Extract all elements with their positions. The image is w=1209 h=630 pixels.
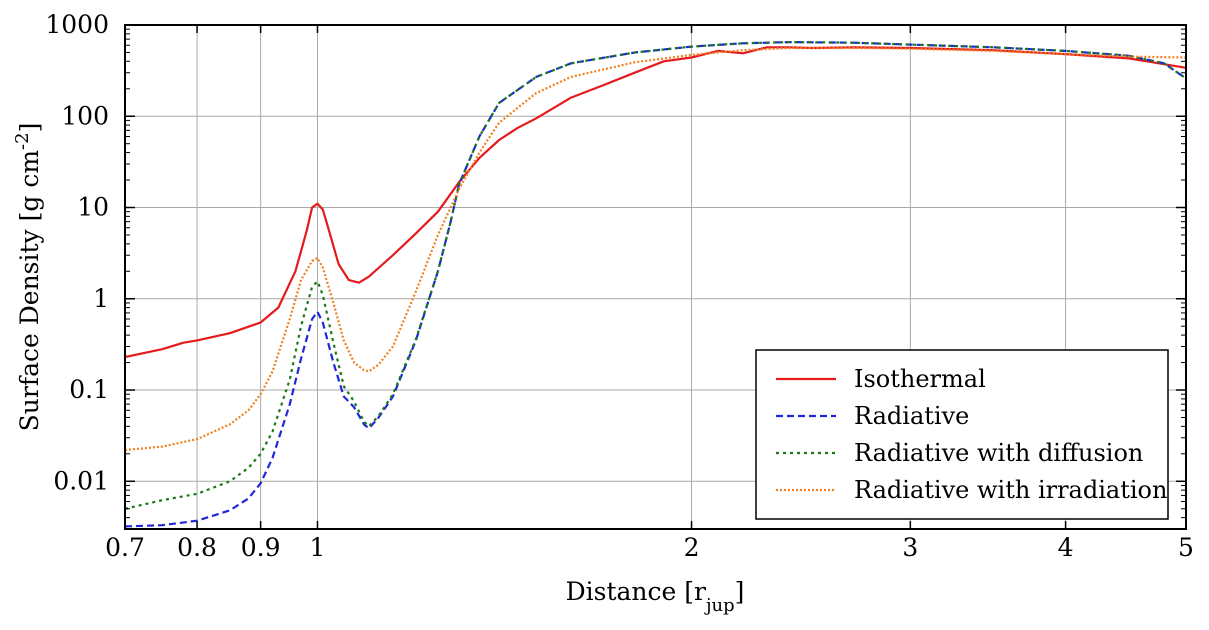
y-tick-label: 1: [93, 284, 109, 313]
x-tick-label: 5: [1178, 533, 1194, 562]
legend-label-2: Radiative with diffusion: [854, 439, 1143, 467]
x-axis-title: Distance [rjup]: [566, 577, 745, 616]
y-tick-label: 100: [61, 101, 109, 130]
series-line-3: [124, 46, 1187, 452]
legend: Isothermal Radiative Radiative with diffus…: [755, 349, 1169, 520]
x-tick-label: 1: [310, 533, 326, 562]
y-tick-label: 0.01: [53, 466, 109, 495]
x-tick-label: 4: [1058, 533, 1074, 562]
series-line-1: [124, 41, 1187, 528]
plot-frame: [124, 24, 1187, 530]
axis-ticks: 0.7 0.8 0.9 1 2 3 4 5 0.01 0.1 1 10 100 1000: [45, 10, 1194, 562]
y-tick-label: 1000: [45, 10, 109, 39]
series-line-2: [124, 41, 1187, 510]
x-tick-label: 3: [902, 533, 918, 562]
legend-label-0: Isothermal: [854, 365, 986, 393]
x-tick-label: 0.9: [241, 533, 281, 562]
x-tick-label: 0.8: [177, 533, 217, 562]
x-tick-label: 0.7: [105, 533, 145, 562]
series-line-0: [124, 46, 1187, 359]
legend-label-1: Radiative: [854, 402, 969, 430]
y-tick-label: 10: [77, 193, 109, 222]
series-lines: [124, 41, 1187, 528]
x-tick-label: 2: [684, 533, 700, 562]
y-tick-label: 0.1: [69, 375, 109, 404]
legend-label-3: Radiative with irradiation: [854, 476, 1167, 504]
y-axis-title: Surface Density [g cm-2]: [12, 123, 45, 432]
